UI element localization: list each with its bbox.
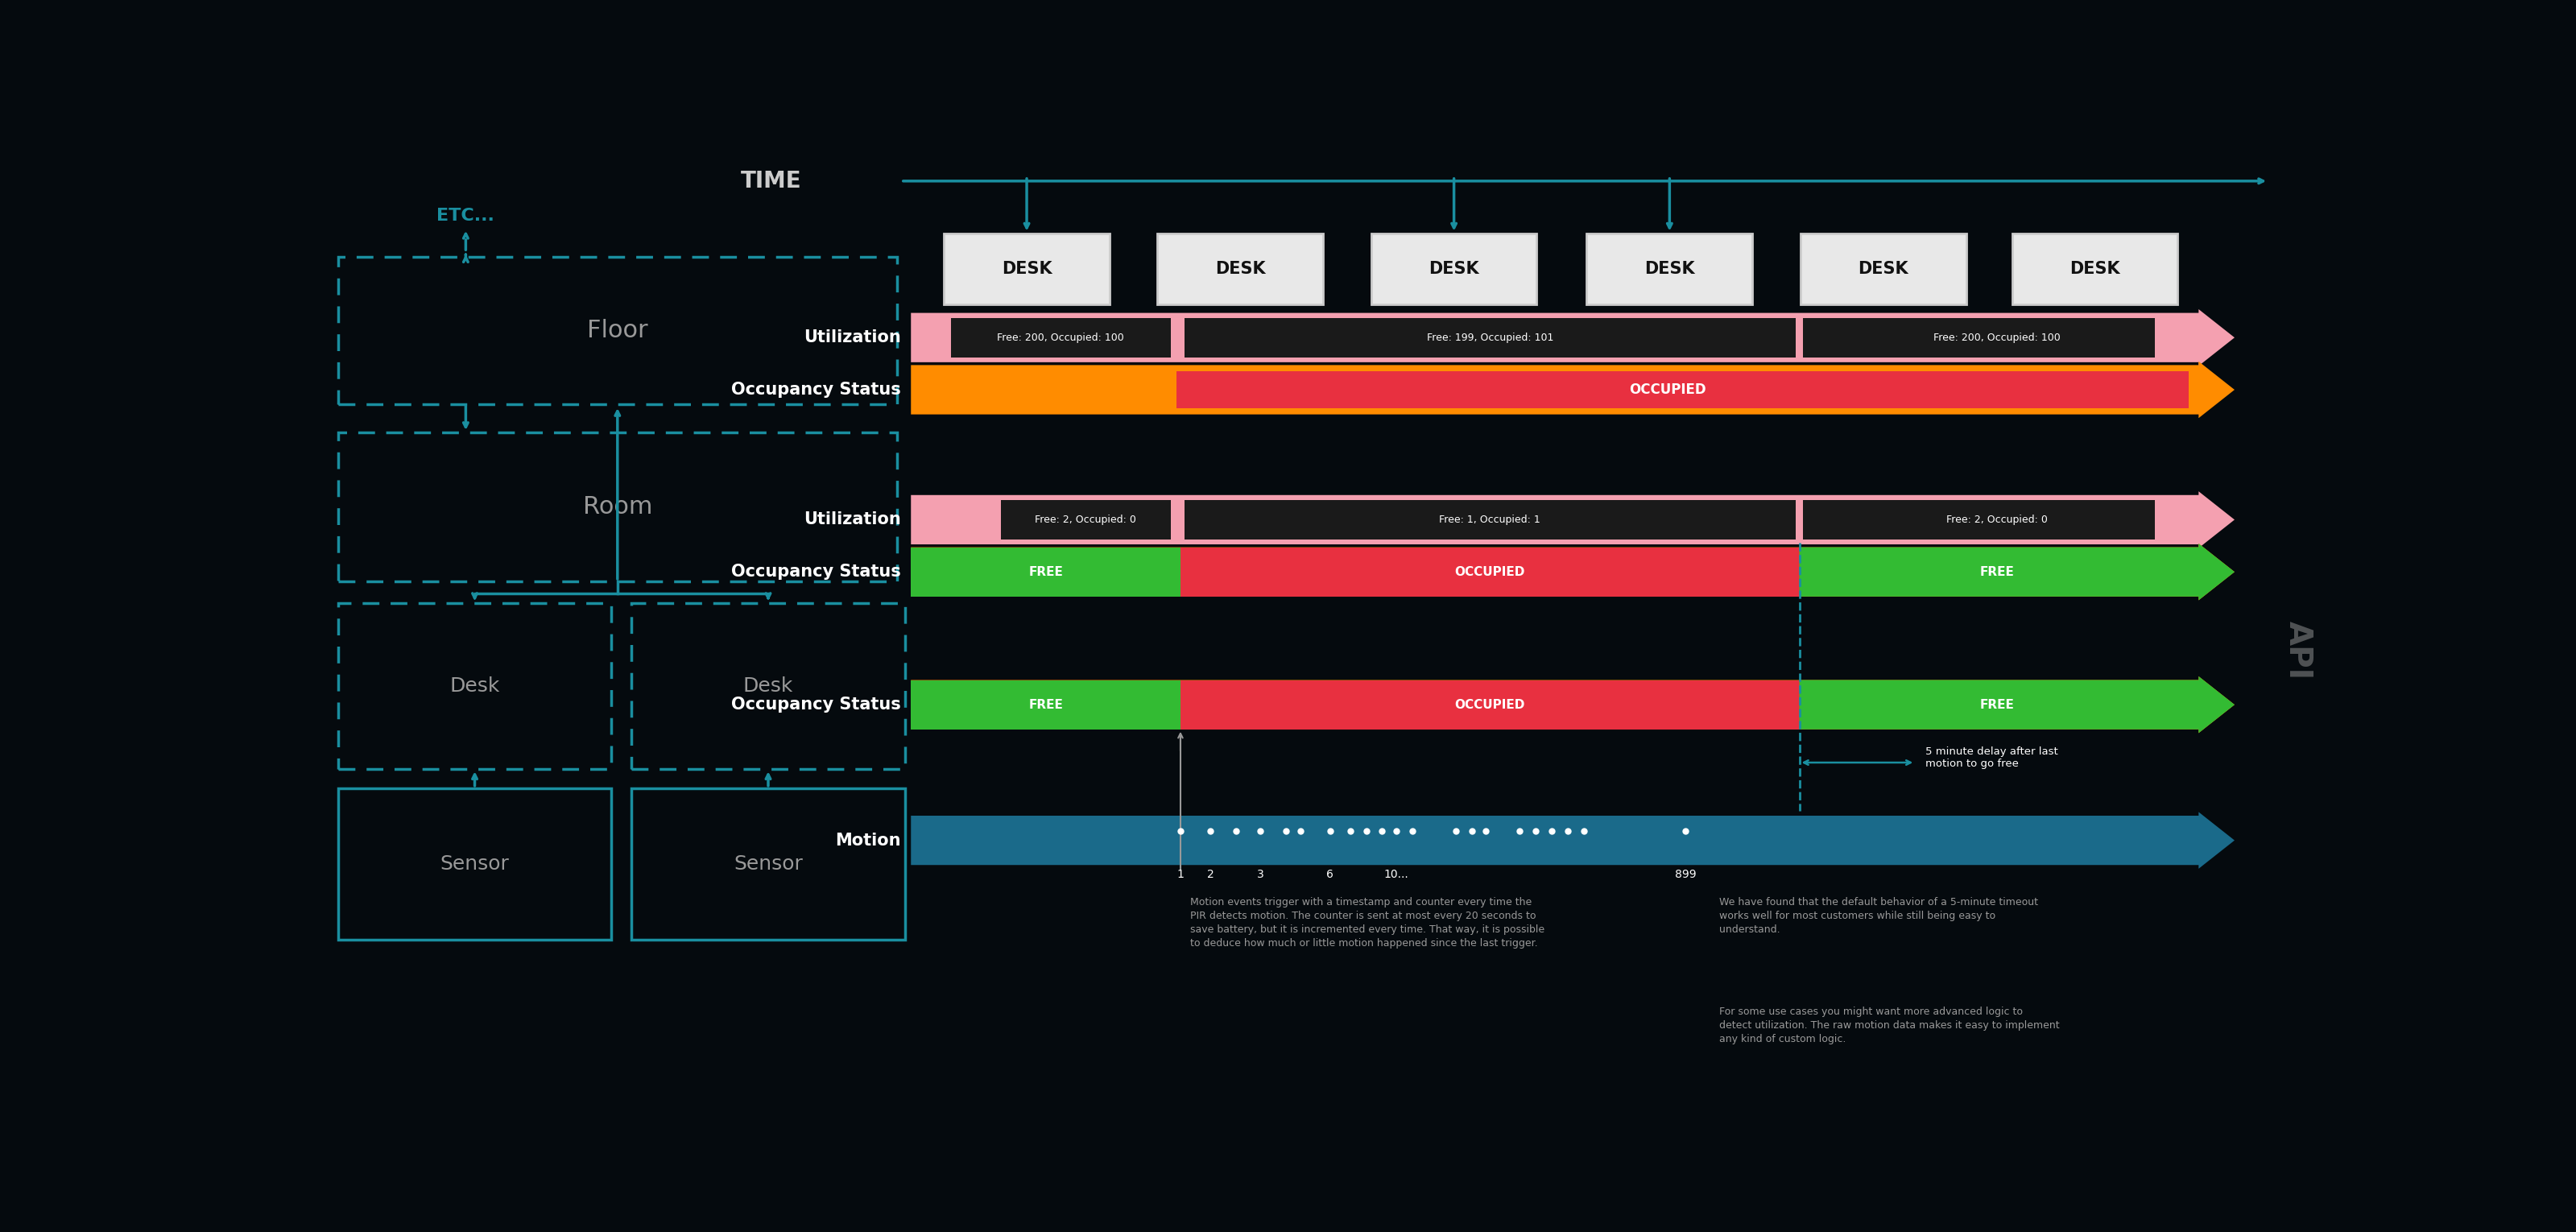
- Text: Motion: Motion: [835, 833, 902, 849]
- Bar: [1587, 233, 1752, 304]
- Text: Floor: Floor: [587, 319, 649, 342]
- Text: Desk: Desk: [742, 676, 793, 696]
- Text: DESK: DESK: [1857, 261, 1909, 277]
- Bar: [1180, 680, 1798, 729]
- Text: Desk: Desk: [451, 676, 500, 696]
- FancyArrow shape: [1798, 676, 2233, 733]
- FancyArrow shape: [912, 676, 2233, 733]
- FancyArrow shape: [912, 543, 2233, 600]
- Text: DESK: DESK: [1002, 261, 1051, 277]
- Bar: [631, 788, 904, 940]
- Bar: [631, 604, 904, 769]
- Text: DESK: DESK: [2069, 261, 2120, 277]
- Text: Utilization: Utilization: [804, 511, 902, 527]
- Bar: [1803, 500, 2154, 540]
- Bar: [1177, 371, 2190, 408]
- Text: FREE: FREE: [1981, 565, 2014, 578]
- Bar: [2012, 233, 2177, 304]
- Bar: [1803, 318, 2154, 357]
- Text: OCCUPIED: OCCUPIED: [1455, 699, 1525, 711]
- Bar: [337, 432, 896, 582]
- Text: Utilization: Utilization: [804, 329, 902, 346]
- Bar: [951, 318, 1170, 357]
- Text: 3: 3: [1257, 869, 1265, 880]
- Text: Sensor: Sensor: [440, 855, 510, 873]
- FancyArrow shape: [912, 309, 2233, 366]
- Text: Free: 200, Occupied: 100: Free: 200, Occupied: 100: [997, 333, 1123, 342]
- Bar: [1157, 233, 1324, 304]
- Bar: [1185, 318, 1795, 357]
- Text: FREE: FREE: [1028, 565, 1064, 578]
- FancyArrow shape: [1798, 543, 2233, 600]
- Bar: [337, 257, 896, 404]
- Bar: [1185, 500, 1795, 540]
- Text: 6: 6: [1327, 869, 1334, 880]
- Bar: [337, 604, 611, 769]
- FancyArrow shape: [912, 361, 2233, 418]
- Bar: [999, 500, 1170, 540]
- Bar: [337, 788, 611, 940]
- Text: DESK: DESK: [1430, 261, 1479, 277]
- Text: FREE: FREE: [1981, 699, 2014, 711]
- Text: Occupancy Status: Occupancy Status: [732, 564, 902, 580]
- Text: 899: 899: [1674, 869, 1695, 880]
- Text: Room: Room: [582, 495, 652, 519]
- Text: DESK: DESK: [1216, 261, 1265, 277]
- Bar: [1370, 233, 1538, 304]
- Bar: [943, 233, 1110, 304]
- Bar: [912, 547, 1180, 596]
- Text: For some use cases you might want more advanced logic to
detect utilization. The: For some use cases you might want more a…: [1718, 1007, 2061, 1045]
- Text: TIME: TIME: [742, 170, 801, 192]
- Text: 5 minute delay after last
motion to go free: 5 minute delay after last motion to go f…: [1924, 747, 2058, 769]
- Text: API: API: [2282, 621, 2313, 680]
- Text: Occupancy Status: Occupancy Status: [732, 696, 902, 713]
- Text: Free: 199, Occupied: 101: Free: 199, Occupied: 101: [1427, 333, 1553, 342]
- Text: OCCUPIED: OCCUPIED: [1455, 565, 1525, 578]
- Text: FREE: FREE: [1028, 699, 1064, 711]
- Text: OCCUPIED: OCCUPIED: [1628, 382, 1705, 397]
- Text: Motion events trigger with a timestamp and counter every time the
PIR detects mo: Motion events trigger with a timestamp a…: [1190, 897, 1546, 949]
- Text: 1: 1: [1177, 869, 1185, 880]
- Bar: [1801, 233, 1965, 304]
- Text: Free: 2, Occupied: 0: Free: 2, Occupied: 0: [1947, 515, 2048, 525]
- Text: DESK: DESK: [1643, 261, 1695, 277]
- Text: 10...: 10...: [1383, 869, 1409, 880]
- FancyArrow shape: [912, 492, 2233, 548]
- Text: Free: 2, Occupied: 0: Free: 2, Occupied: 0: [1036, 515, 1136, 525]
- Text: We have found that the default behavior of a 5-minute timeout
works well for mos: We have found that the default behavior …: [1718, 897, 2038, 935]
- Text: ETC...: ETC...: [438, 208, 495, 224]
- Bar: [912, 680, 1180, 729]
- Text: Sensor: Sensor: [734, 855, 804, 873]
- Bar: [1180, 547, 1798, 596]
- Text: Free: 200, Occupied: 100: Free: 200, Occupied: 100: [1935, 333, 2061, 342]
- FancyArrow shape: [912, 812, 2233, 869]
- Text: 2: 2: [1208, 869, 1213, 880]
- Text: Free: 1, Occupied: 1: Free: 1, Occupied: 1: [1440, 515, 1540, 525]
- Text: Occupancy Status: Occupancy Status: [732, 382, 902, 398]
